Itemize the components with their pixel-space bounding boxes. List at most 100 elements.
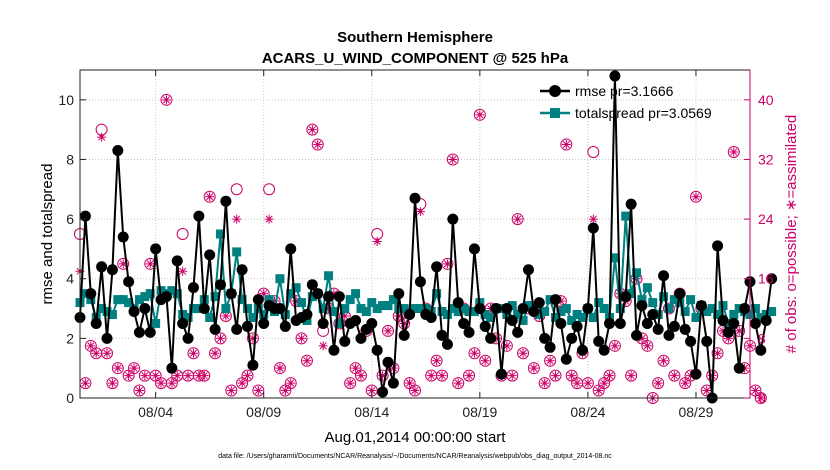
possible-obs-point — [209, 347, 222, 360]
y-tick-label: 4 — [66, 271, 74, 287]
totalspread-point — [578, 312, 587, 322]
assimilated-obs-point — [286, 378, 296, 388]
assimilated-obs-point — [367, 386, 377, 396]
assimilated-obs-point — [734, 326, 744, 336]
rmse-point — [317, 317, 329, 329]
y2-tick-label: 0 — [758, 390, 766, 406]
assimilated-obs-point — [259, 289, 269, 299]
totalspread-point — [572, 310, 582, 320]
possible-obs-point — [273, 362, 286, 375]
rmse-point — [712, 240, 724, 252]
assimilated-obs-point — [723, 333, 733, 343]
totalspread-point — [480, 310, 490, 320]
rmse-point — [258, 317, 270, 329]
assimilated-obs-point — [264, 214, 274, 224]
rmse-point — [695, 300, 707, 312]
assimilated-obs-point — [113, 363, 123, 373]
totalspread-point — [172, 289, 182, 299]
rmse-point — [501, 303, 513, 315]
rmse-point — [371, 344, 383, 356]
assimilated-obs-point — [151, 371, 161, 381]
totalspread-point — [329, 307, 339, 317]
totalspread-point — [275, 274, 285, 284]
assimilated-obs-point — [626, 371, 636, 381]
totalspread-point — [713, 310, 723, 320]
rmse-point — [171, 255, 183, 267]
rmse-point — [582, 303, 594, 315]
assimilated-obs-point — [253, 386, 263, 396]
possible-obs-point — [203, 190, 216, 203]
assimilated-obs-point — [572, 378, 582, 388]
legend-rmse-label: rmse pr=3.1666 — [575, 83, 674, 99]
totalspread-point — [432, 289, 442, 299]
rmse-point — [220, 195, 232, 207]
rmse-point — [404, 309, 416, 321]
x-tick-label: 08/04 — [138, 404, 173, 420]
data-file-footnote: data file: /Users/gharamti/Documents/NCA… — [218, 453, 612, 460]
totalspread-point — [534, 310, 544, 320]
totalspread-point — [351, 289, 361, 299]
rmse-point — [749, 317, 761, 329]
possible-obs-point — [354, 369, 367, 382]
totalspread-point — [372, 304, 382, 314]
assimilated-obs-point — [599, 378, 609, 388]
rmse-point — [139, 303, 151, 315]
assimilated-obs-point — [610, 341, 620, 351]
possible-obs-point — [176, 228, 189, 240]
chart-title: Southern Hemisphere — [337, 29, 493, 46]
totalspread-point — [318, 304, 328, 314]
totalspread-point — [378, 301, 388, 311]
totalspread-point — [215, 229, 225, 239]
totalspread-point — [210, 292, 220, 302]
totalspread-point — [469, 307, 479, 317]
assimilated-obs-point — [275, 363, 285, 373]
assimilated-obs-point — [188, 348, 198, 358]
totalspread-point — [464, 307, 474, 317]
rmse-point — [242, 320, 253, 332]
x-axis-label: Aug.01,2014 00:00:00 start — [325, 429, 507, 446]
totalspread-point — [680, 307, 690, 317]
assimilated-obs-point — [410, 386, 420, 396]
totalspread-point — [675, 298, 685, 308]
totalspread-point — [594, 298, 604, 308]
rmse-point — [668, 320, 680, 332]
rmse-point — [436, 329, 448, 341]
possible-obs-point — [538, 377, 551, 390]
possible-obs-point — [544, 354, 557, 367]
rmse-point — [425, 311, 437, 323]
possible-obs-point — [263, 183, 276, 196]
assimilated-obs-point — [550, 371, 560, 381]
totalspread-point — [691, 312, 701, 322]
rmse-point — [685, 335, 697, 347]
assimilated-obs-point — [205, 192, 215, 202]
y2-tick-label: 24 — [758, 211, 774, 227]
possible-obs-point — [754, 392, 767, 404]
y2-tick-label: 40 — [758, 92, 774, 108]
possible-obs-point — [625, 369, 638, 382]
totalspread-point — [707, 304, 717, 314]
totalspread-point — [399, 304, 409, 314]
rmse-point — [247, 359, 259, 371]
possible-obs-point — [587, 146, 600, 158]
rmse-point — [252, 294, 264, 306]
assimilated-obs-point — [605, 371, 615, 381]
assimilated-obs-point — [432, 356, 442, 366]
rmse-point — [728, 317, 740, 329]
assimilated-obs-point — [243, 371, 252, 381]
assimilated-obs-point — [280, 386, 290, 396]
possible-obs-point — [246, 332, 259, 345]
totalspread-point — [767, 307, 777, 317]
totalspread-point — [448, 304, 458, 314]
y-tick-label: 0 — [66, 390, 74, 406]
possible-obs-point — [668, 369, 681, 382]
possible-obs-point — [409, 384, 421, 397]
rmse-point — [431, 261, 443, 273]
assimilated-obs-point — [378, 371, 388, 381]
possible-obs-point — [252, 384, 265, 397]
totalspread-point — [648, 298, 658, 308]
possible-obs-point — [160, 93, 173, 106]
legend: rmse pr=3.1666 totalspread pr=3.0569 — [540, 83, 712, 121]
totalspread-point — [518, 315, 528, 325]
rmse-point — [566, 332, 578, 344]
assimilated-obs-point — [729, 147, 739, 157]
